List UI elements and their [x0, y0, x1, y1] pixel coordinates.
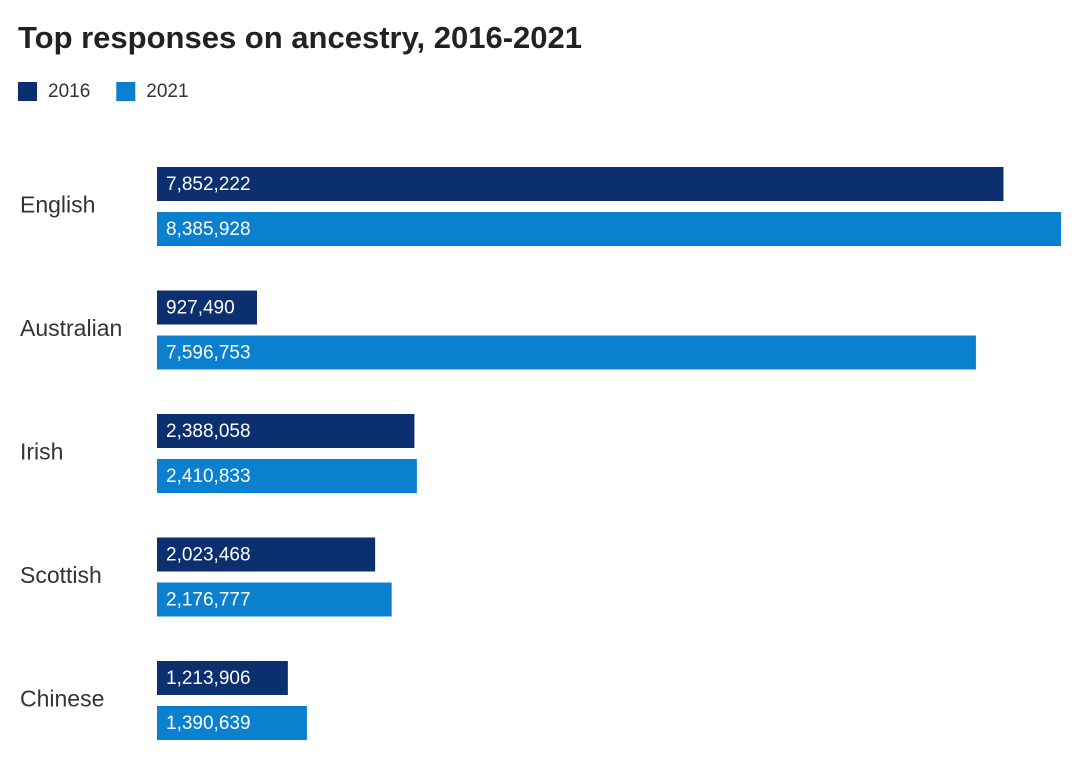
category-label: Australian — [20, 315, 122, 341]
bar — [157, 661, 288, 695]
bar — [157, 335, 976, 370]
bar — [157, 212, 1061, 246]
bar — [157, 582, 392, 617]
category-label: Scottish — [20, 562, 102, 588]
value-label: 927,490 — [166, 298, 235, 319]
value-label: 2,388,058 — [166, 421, 251, 442]
bar — [157, 459, 417, 493]
legend-swatch — [116, 82, 136, 101]
bar — [157, 414, 415, 448]
legend-label: 2021 — [146, 81, 188, 102]
value-label: 1,213,906 — [166, 668, 251, 689]
bar — [157, 706, 307, 740]
legend-label: 2016 — [48, 81, 90, 102]
category-label: Irish — [20, 439, 63, 465]
value-label: 2,176,777 — [166, 590, 251, 611]
legend-swatch — [18, 82, 37, 101]
bar — [157, 537, 376, 572]
value-label: 7,852,222 — [166, 174, 251, 195]
bar — [157, 167, 1004, 201]
value-label: 2,023,468 — [166, 545, 251, 566]
chart-title: Top responses on ancestry, 2016-2021 — [18, 20, 582, 55]
category-label: Chinese — [20, 686, 104, 712]
value-label: 8,385,928 — [166, 219, 251, 240]
value-label: 7,596,753 — [166, 343, 251, 364]
value-label: 1,390,639 — [166, 713, 251, 734]
value-label: 2,410,833 — [166, 466, 251, 487]
category-label: English — [20, 192, 95, 218]
bar — [157, 290, 257, 325]
